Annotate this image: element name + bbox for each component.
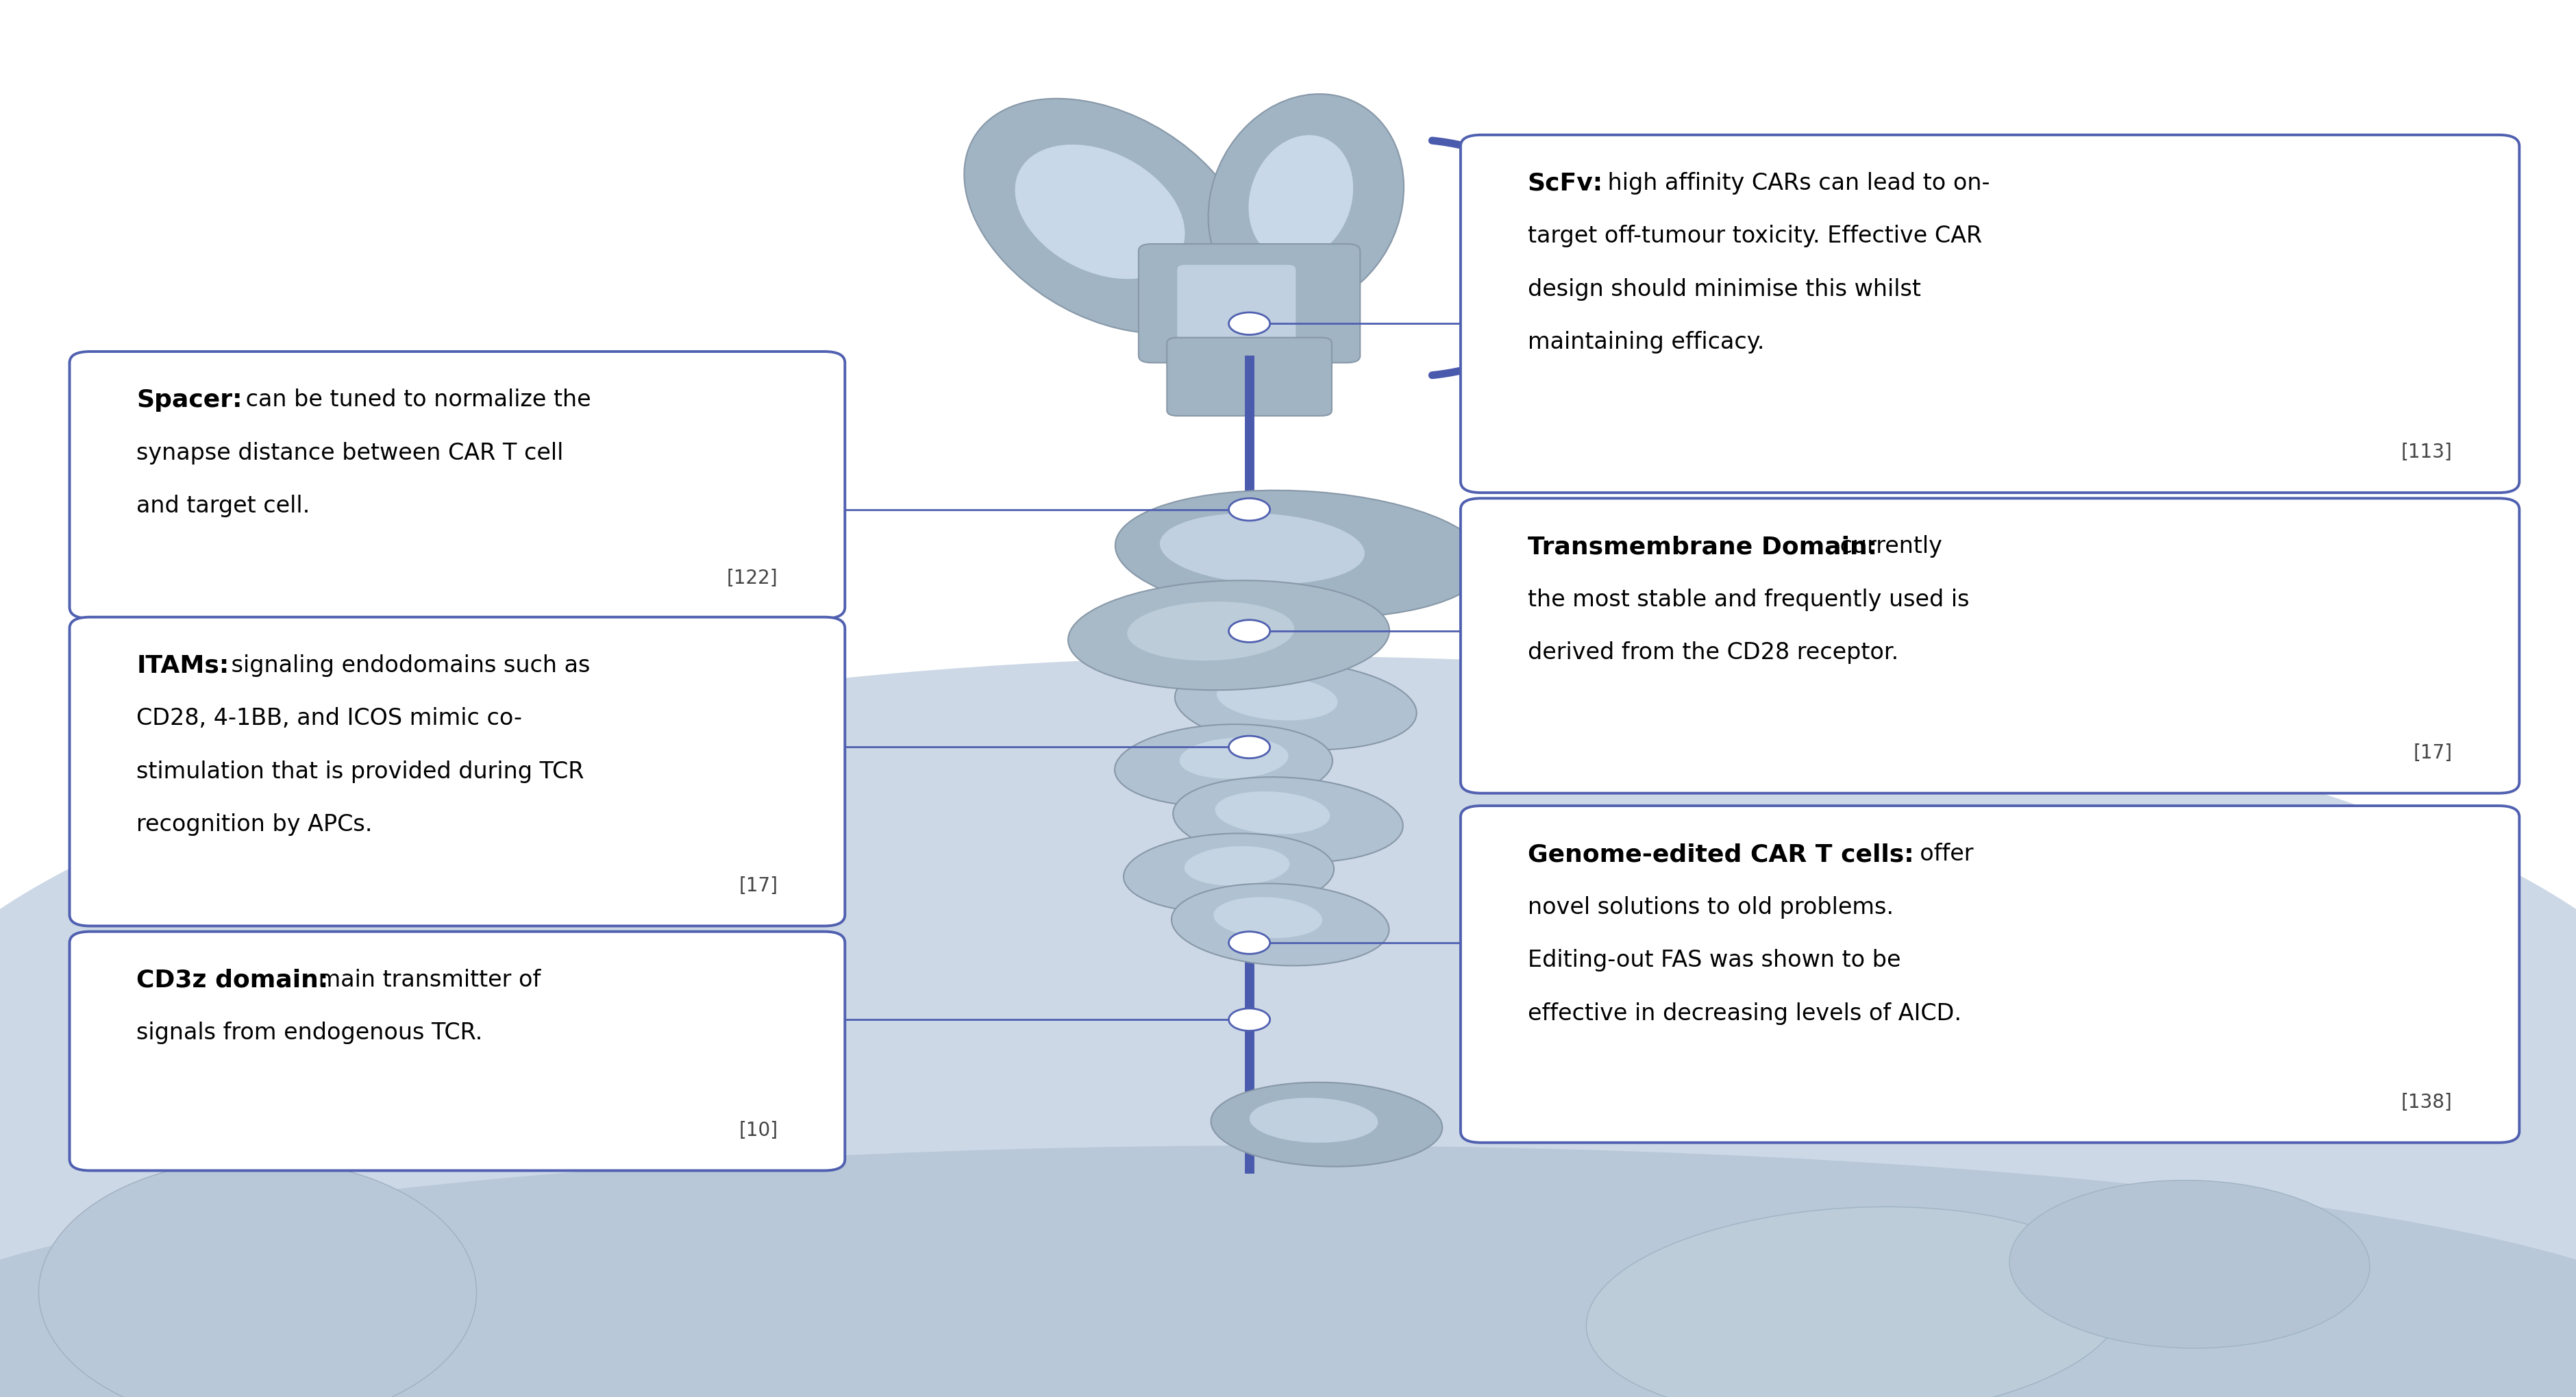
Text: design should minimise this whilst: design should minimise this whilst xyxy=(1528,278,1922,300)
Text: Genome-edited CAR T cells:: Genome-edited CAR T cells: xyxy=(1528,842,1914,866)
Ellipse shape xyxy=(1211,1083,1443,1166)
Text: [122]: [122] xyxy=(726,569,778,588)
Circle shape xyxy=(1229,1009,1270,1031)
FancyBboxPatch shape xyxy=(1177,265,1296,351)
Text: target off-tumour toxicity. Effective CAR: target off-tumour toxicity. Effective CA… xyxy=(1528,225,1981,247)
Ellipse shape xyxy=(1123,834,1334,912)
Ellipse shape xyxy=(1069,581,1388,690)
Text: [10]: [10] xyxy=(739,1120,778,1140)
FancyBboxPatch shape xyxy=(1167,338,1332,416)
Ellipse shape xyxy=(1172,884,1388,965)
Ellipse shape xyxy=(1249,136,1352,261)
Ellipse shape xyxy=(1175,661,1417,750)
Ellipse shape xyxy=(1213,897,1321,939)
Text: can be tuned to normalize the: can be tuned to normalize the xyxy=(237,388,590,411)
FancyBboxPatch shape xyxy=(70,932,845,1171)
Text: high affinity CARs can lead to on-: high affinity CARs can lead to on- xyxy=(1600,172,1989,194)
Ellipse shape xyxy=(1180,738,1288,780)
Text: derived from the CD28 receptor.: derived from the CD28 receptor. xyxy=(1528,641,1899,664)
Ellipse shape xyxy=(1587,1207,2123,1397)
Ellipse shape xyxy=(1216,676,1337,721)
Text: [17]: [17] xyxy=(2414,743,2452,763)
FancyBboxPatch shape xyxy=(70,617,845,926)
Text: signaling endodomains such as: signaling endodomains such as xyxy=(224,654,590,676)
Ellipse shape xyxy=(39,1160,477,1397)
Ellipse shape xyxy=(0,657,2576,1397)
FancyBboxPatch shape xyxy=(1461,136,2519,493)
Text: stimulation that is provided during TCR: stimulation that is provided during TCR xyxy=(137,760,585,782)
Ellipse shape xyxy=(1159,514,1365,584)
Circle shape xyxy=(1229,499,1270,521)
Circle shape xyxy=(1229,313,1270,335)
Text: and target cell.: and target cell. xyxy=(137,495,309,517)
Text: Spacer:: Spacer: xyxy=(137,388,242,412)
FancyBboxPatch shape xyxy=(1139,244,1360,363)
Ellipse shape xyxy=(1249,1098,1378,1143)
Ellipse shape xyxy=(1216,792,1329,834)
Ellipse shape xyxy=(1115,725,1332,806)
Text: ScFv:: ScFv: xyxy=(1528,172,1602,196)
Ellipse shape xyxy=(0,1146,2576,1397)
Text: currently: currently xyxy=(1832,535,1942,557)
Ellipse shape xyxy=(1128,602,1293,661)
Ellipse shape xyxy=(963,99,1252,334)
Ellipse shape xyxy=(1172,777,1404,863)
Circle shape xyxy=(1229,932,1270,954)
Text: Editing-out FAS was shown to be: Editing-out FAS was shown to be xyxy=(1528,949,1901,971)
Ellipse shape xyxy=(2009,1180,2370,1348)
Text: synapse distance between CAR T cell: synapse distance between CAR T cell xyxy=(137,441,564,464)
FancyBboxPatch shape xyxy=(1461,806,2519,1143)
Text: ITAMs:: ITAMs: xyxy=(137,654,229,678)
Text: offer: offer xyxy=(1906,842,1973,865)
Text: [17]: [17] xyxy=(739,876,778,895)
Text: CD3z domain:: CD3z domain: xyxy=(137,968,330,992)
FancyBboxPatch shape xyxy=(70,352,845,619)
Text: recognition by APCs.: recognition by APCs. xyxy=(137,813,374,835)
Circle shape xyxy=(1229,620,1270,643)
FancyBboxPatch shape xyxy=(1461,499,2519,793)
Ellipse shape xyxy=(1015,145,1185,279)
Ellipse shape xyxy=(1115,490,1486,619)
Text: effective in decreasing levels of AICD.: effective in decreasing levels of AICD. xyxy=(1528,1002,1960,1024)
Text: the most stable and frequently used is: the most stable and frequently used is xyxy=(1528,588,1968,610)
Text: main transmitter of: main transmitter of xyxy=(312,968,541,990)
Text: [113]: [113] xyxy=(2401,443,2452,462)
Text: maintaining efficacy.: maintaining efficacy. xyxy=(1528,331,1765,353)
Text: Transmembrane Domain:: Transmembrane Domain: xyxy=(1528,535,1878,559)
Text: CD28, 4-1BB, and ICOS mimic co-: CD28, 4-1BB, and ICOS mimic co- xyxy=(137,707,523,729)
Circle shape xyxy=(1229,736,1270,759)
Text: signals from endogenous TCR.: signals from endogenous TCR. xyxy=(137,1021,482,1044)
Ellipse shape xyxy=(1208,95,1404,310)
Text: [138]: [138] xyxy=(2401,1092,2452,1112)
Ellipse shape xyxy=(1185,847,1291,886)
Text: novel solutions to old problems.: novel solutions to old problems. xyxy=(1528,895,1893,918)
